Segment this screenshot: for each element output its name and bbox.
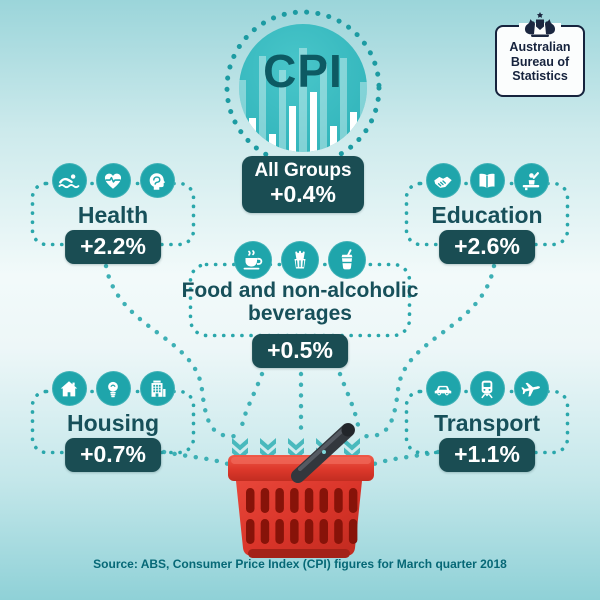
all-groups-value: +0.4% (270, 181, 336, 207)
all-groups-label: All Groups (254, 160, 352, 181)
health-icons (30, 163, 196, 198)
house-icon (51, 371, 87, 406)
shopping-basket (228, 423, 374, 558)
abs-logo-text: Australian Bureau of Statistics (509, 40, 571, 83)
fries-icon (281, 241, 319, 279)
housing-label: Housing (67, 410, 159, 436)
open-book-icon (469, 163, 505, 198)
housing-icons (30, 371, 196, 406)
group-transport: Transport +1.1% (404, 371, 570, 472)
student-desk-icon (513, 163, 549, 198)
group-education: Education +2.6% (404, 163, 570, 264)
cpi-bars-graphic (239, 42, 367, 152)
car-icon (425, 371, 461, 406)
education-dotted-border (404, 181, 570, 247)
health-value-badge: +2.2% (65, 230, 161, 264)
abs-logo: Australian Bureau of Statistics (495, 12, 585, 100)
plane-icon (513, 371, 549, 406)
hub-dotted-ring (224, 9, 382, 167)
transport-icons (404, 371, 570, 406)
housing-dotted-border (30, 389, 196, 455)
housing-value-badge: +0.7% (65, 438, 161, 472)
basket-handle (291, 423, 355, 483)
group-food: Food and non-alcoholic beverages +0.5% (182, 241, 418, 368)
train-icon (469, 371, 505, 406)
cpi-hub-circle: CPI (239, 24, 367, 152)
education-label: Education (431, 202, 543, 228)
swimmer-icon (51, 163, 87, 198)
basket-rim-highlight (231, 457, 371, 464)
basket-base (248, 549, 350, 558)
health-label: Health (77, 202, 149, 228)
education-value-badge: +2.6% (439, 230, 535, 264)
coffee-cup-icon (234, 241, 272, 279)
group-housing: Housing +0.7% (30, 371, 196, 472)
food-value-badge: +0.5% (252, 334, 348, 368)
food-icons (188, 241, 412, 279)
cpi-title: CPI (263, 45, 343, 97)
transport-value-badge: +1.1% (439, 438, 535, 472)
soft-drink-icon (328, 241, 366, 279)
health-dotted-border (30, 181, 196, 247)
food-label: Food and non-alcoholic beverages (181, 279, 419, 325)
education-icons (404, 163, 570, 198)
basket-body (236, 481, 362, 556)
coat-of-arms-icon (524, 12, 556, 37)
heart-pulse-icon (95, 163, 131, 198)
basket-slots (246, 488, 358, 544)
building-icon (139, 371, 175, 406)
brain-icon (139, 163, 175, 198)
transport-label: Transport (433, 410, 541, 436)
transport-dotted-border (404, 389, 570, 455)
all-groups-badge: All Groups +0.4% (242, 156, 364, 213)
source-note: Source: ABS, Consumer Price Index (CPI) … (93, 557, 507, 571)
lightbulb-icon (95, 371, 131, 406)
group-health: Health +2.2% (30, 163, 196, 264)
handshake-icon (425, 163, 461, 198)
